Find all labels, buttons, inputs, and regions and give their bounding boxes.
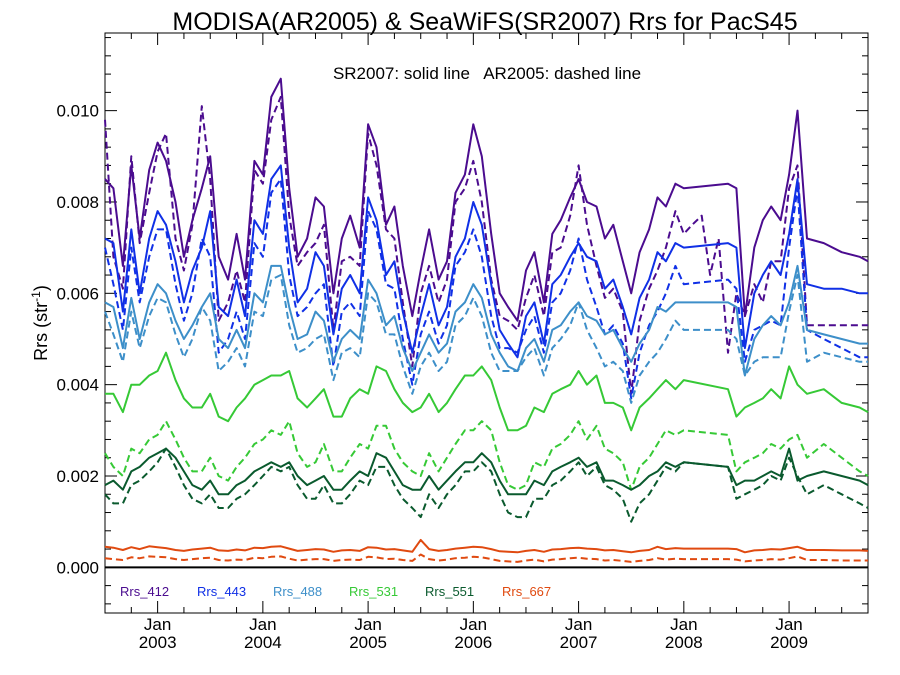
x-tick-year-6: 2009: [770, 633, 808, 652]
x-tick-month-0: Jan: [144, 615, 171, 634]
line-style-note: SR2007: solid line AR2005: dashed line: [333, 64, 641, 83]
x-tick-month-4: Jan: [565, 615, 592, 634]
x-tick-year-1: 2004: [244, 633, 282, 652]
series-line-rrs-667-ar2005: [104, 553, 868, 563]
legend-item-rrs-531: Rrs_531: [349, 584, 398, 599]
svg-text:Rrs (str-1): Rrs (str-1): [29, 285, 51, 361]
x-tick-month-2: Jan: [354, 615, 381, 634]
series-line-rrs-488-ar2005: [104, 274, 868, 404]
legend-item-rrs-667: Rrs_667: [502, 584, 551, 599]
legend: Rrs_412 Rrs_443 Rrs_488 Rrs_531 Rrs_551 Rrs_6…: [120, 584, 551, 599]
series-line-rrs-667-sr2007: [104, 538, 869, 554]
series-line-rrs-551-ar2005: [104, 447, 869, 523]
y-tick-label-5: 0.010: [56, 102, 99, 121]
series-line-rrs-443-ar2005: [104, 178, 868, 400]
x-tick-year-4: 2007: [560, 633, 598, 652]
y-tick-label-1: 0.002: [56, 467, 99, 486]
y-axis: 0.000 0.002 0.004 0.006 0.008 0.010: [56, 37, 868, 605]
series-line-rrs-443-sr2007: [104, 164, 868, 359]
y-axis-title-superscript: -1: [29, 291, 43, 302]
series-line-rrs-412-ar2005: [104, 95, 868, 395]
x-tick-month-1: Jan: [249, 615, 276, 634]
legend-item-rrs-488: Rrs_488: [273, 584, 322, 599]
x-tick-year-5: 2008: [665, 633, 703, 652]
x-tick-month-3: Jan: [460, 615, 487, 634]
x-tick-month-5: Jan: [670, 615, 697, 634]
chart-title: MODISA(AR2005) & SeaWiFS(SR2007) Rrs for…: [172, 8, 797, 36]
y-tick-label-4: 0.008: [56, 193, 99, 212]
y-axis-title-close: ): [31, 285, 51, 291]
y-tick-label-2: 0.004: [56, 376, 99, 395]
y-tick-label-3: 0.006: [56, 284, 99, 303]
plot-area-frame: [104, 32, 869, 614]
x-tick-year-3: 2006: [454, 633, 492, 652]
x-tick-year-0: 2003: [139, 633, 177, 652]
series-layer: [104, 77, 869, 563]
y-axis-title: Rrs (str-1): [29, 285, 51, 361]
legend-item-rrs-551: Rrs_551: [425, 584, 474, 599]
x-tick-year-2: 2005: [349, 633, 387, 652]
x-axis: Jan2003Jan2004Jan2005Jan2006Jan2007Jan20…: [130, 33, 843, 652]
y-tick-label-0: 0.000: [56, 558, 99, 577]
series-line-rrs-488-sr2007: [104, 264, 868, 377]
x-tick-month-6: Jan: [775, 615, 802, 634]
series-line-rrs-531-sr2007: [105, 351, 869, 432]
y-axis-title-main: Rrs (str: [31, 302, 51, 361]
legend-item-rrs-443: Rrs_443: [197, 584, 246, 599]
legend-item-rrs-412: Rrs_412: [120, 584, 169, 599]
series-line-rrs-412-sr2007: [104, 77, 869, 322]
series-line-rrs-531-ar2005: [104, 420, 869, 491]
series-line-rrs-551-sr2007: [104, 447, 869, 496]
